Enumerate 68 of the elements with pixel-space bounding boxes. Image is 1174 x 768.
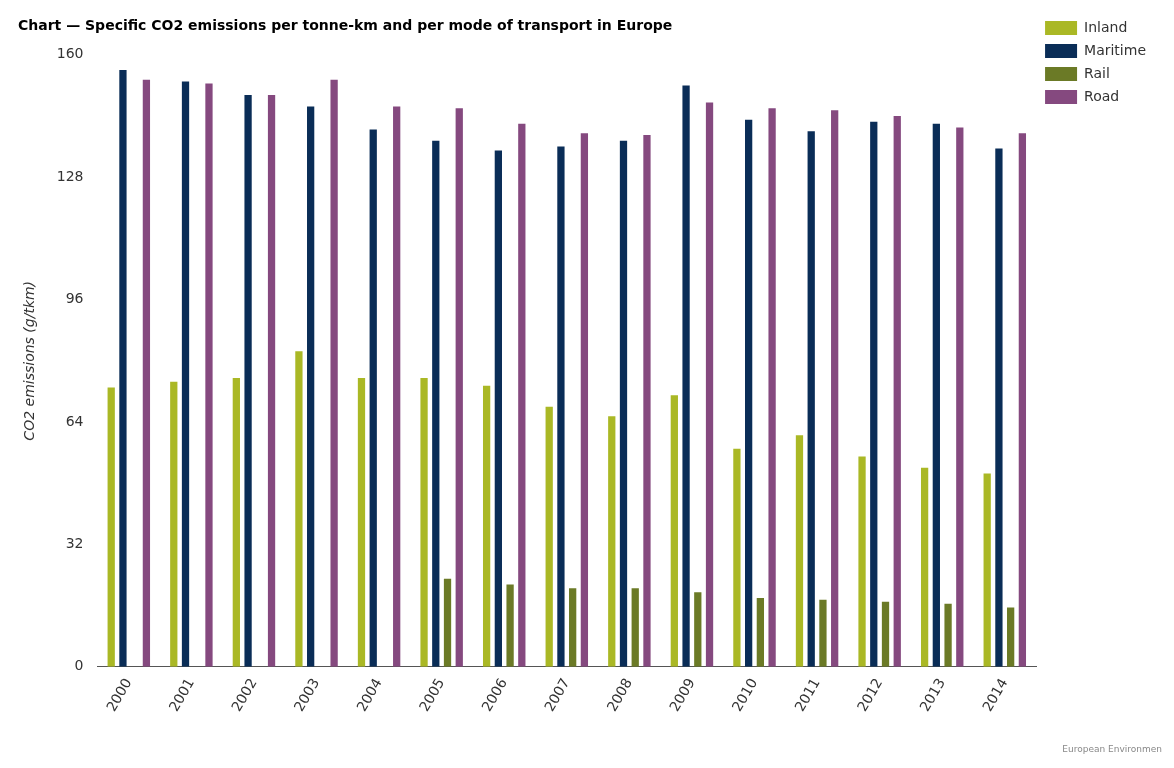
- bar: [795, 435, 804, 667]
- bar: [756, 597, 765, 667]
- bar: [432, 140, 440, 667]
- bar: [745, 119, 753, 667]
- bar: [369, 129, 377, 667]
- bar: [244, 94, 252, 667]
- bar: [420, 377, 428, 667]
- y-axis-title: CO2 emissions (g/tkm): [21, 280, 38, 441]
- legend-label: Road: [1084, 87, 1120, 104]
- bar: [870, 121, 878, 667]
- bar: [330, 79, 338, 667]
- legend-label: Rail: [1084, 64, 1110, 81]
- bar: [858, 456, 866, 667]
- bar: [506, 584, 514, 667]
- bar: [142, 79, 151, 667]
- bar: [494, 150, 502, 667]
- bar: [768, 108, 776, 667]
- y-tick-label: 0: [74, 657, 84, 674]
- chart-title: Chart — Specific CO2 emissions per tonne-km and per mode of transport in Europe: [18, 17, 673, 34]
- bar: [545, 406, 553, 667]
- bar: [682, 85, 690, 667]
- bar: [170, 381, 178, 667]
- bar: [819, 599, 827, 667]
- text: European Environmen: [1062, 744, 1162, 754]
- legend-label: Maritime: [1084, 41, 1146, 58]
- bar: [557, 146, 565, 667]
- bar: [643, 135, 651, 667]
- bar: [807, 131, 815, 667]
- bar: [920, 467, 929, 667]
- y-tick-label: 96: [65, 290, 84, 307]
- bar: [232, 377, 240, 667]
- y-tick-label: 32: [65, 535, 84, 551]
- bar: [518, 123, 526, 667]
- bar: [455, 108, 463, 667]
- bar: [670, 395, 678, 667]
- bar: [357, 377, 366, 667]
- bar: [1007, 607, 1015, 667]
- bar: [205, 83, 213, 667]
- y-tick-label: 64: [65, 412, 84, 429]
- bar: [881, 601, 890, 667]
- bar: [482, 385, 491, 667]
- legend-label: Inland: [1084, 18, 1128, 35]
- bar: [181, 81, 190, 667]
- bar: [393, 106, 401, 667]
- bar: [580, 133, 589, 667]
- bar: [119, 70, 127, 667]
- bar: [443, 578, 452, 667]
- bar: [569, 588, 577, 667]
- bar: [956, 127, 964, 667]
- y-tick-label: 160: [56, 45, 84, 62]
- bar: [983, 473, 991, 667]
- bar: [932, 123, 940, 667]
- bar: [831, 110, 839, 667]
- bar: [307, 106, 315, 667]
- bar: [631, 588, 639, 667]
- bar: [893, 115, 901, 667]
- bar: [694, 592, 702, 667]
- bar: [705, 102, 714, 667]
- bar: [995, 148, 1003, 667]
- bar: [944, 603, 952, 667]
- bar: [295, 351, 303, 667]
- bar: [267, 94, 276, 667]
- bar: [733, 448, 741, 667]
- bar: [107, 387, 115, 667]
- bar: [608, 416, 616, 667]
- y-tick-label: 128: [56, 167, 84, 184]
- bar: [1018, 133, 1027, 667]
- bar: [619, 140, 628, 667]
